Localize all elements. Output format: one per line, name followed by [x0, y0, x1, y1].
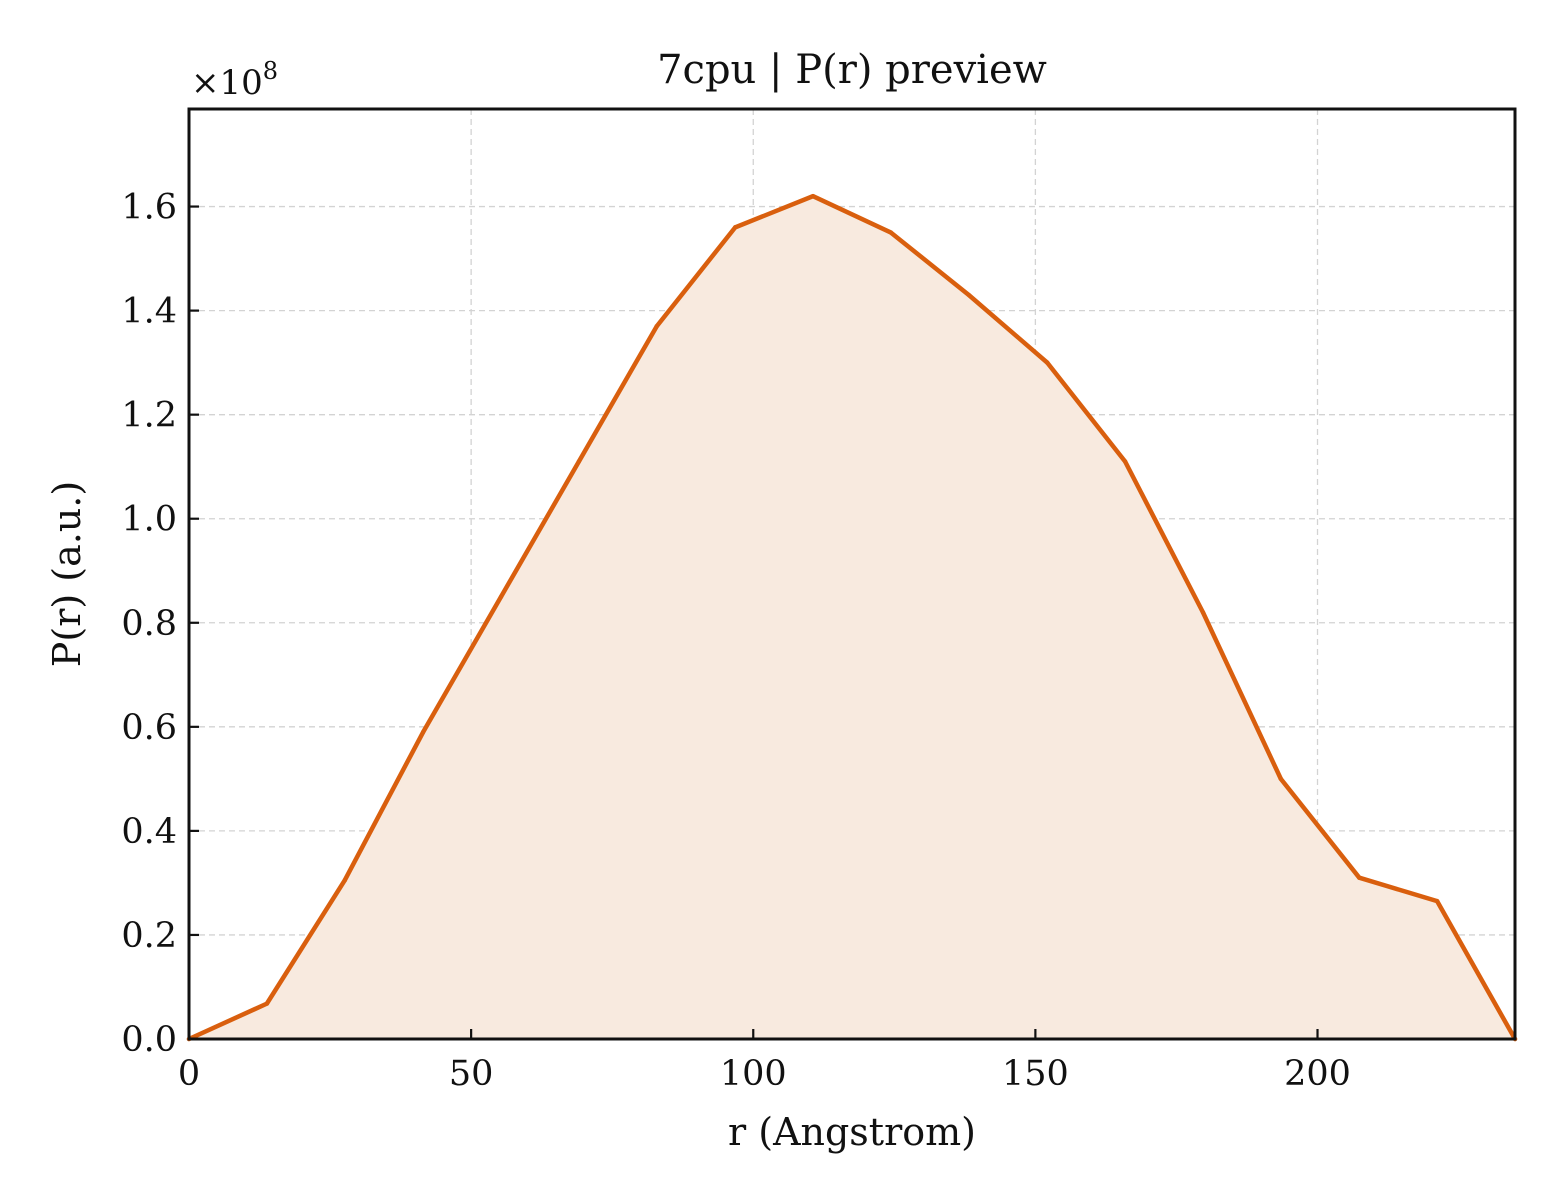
data-point [1434, 898, 1440, 904]
data-series [186, 193, 1518, 1042]
y-tick-label: 1.2 [121, 396, 177, 436]
data-point [966, 292, 972, 298]
y-tick-label: 0.2 [121, 916, 177, 956]
y-tick-label: 1.0 [121, 500, 177, 540]
y-axis-multiplier: ×108 [191, 57, 278, 103]
y-tick-label: 0.4 [121, 812, 177, 852]
x-tick-label: 200 [1284, 1054, 1351, 1094]
data-point [420, 729, 426, 735]
y-tick-label: 1.4 [121, 292, 177, 332]
x-axis-label: r (Angstrom) [728, 1110, 976, 1154]
plot-frame [187, 107, 1517, 1041]
data-point [1122, 459, 1128, 464]
data-point [810, 193, 816, 199]
data-point [1045, 360, 1050, 365]
y-axis-label: P(r) (a.u.) [45, 481, 89, 667]
data-point [1357, 875, 1362, 880]
data-point [732, 225, 738, 230]
x-tick-label: 50 [449, 1054, 494, 1094]
y-tick-labels: 0.0 0.2 0.4 0.6 0.8 1.0 1.2 1.4 1.6 [121, 188, 177, 1060]
chart-title: 7cpu | P(r) preview [657, 47, 1047, 93]
data-point [264, 1001, 270, 1006]
data-point [576, 459, 582, 464]
axis-ticks [187, 205, 1319, 1041]
x-tick-label: 100 [720, 1054, 787, 1094]
data-point [888, 230, 894, 235]
y-multiplier-base: ×10 [191, 63, 263, 103]
data-point [1200, 610, 1206, 615]
series-line [186, 193, 1518, 1042]
series-area-fill [189, 196, 1515, 1039]
x-tick-label: 150 [1002, 1054, 1069, 1094]
data-point [1278, 776, 1284, 782]
x-tick-labels: 0 50 100 150 200 [178, 1054, 1351, 1094]
y-tick-label: 0.8 [121, 604, 177, 644]
data-point [654, 324, 659, 329]
y-multiplier-exponent: 8 [263, 57, 278, 85]
y-tick-label: 0.6 [121, 708, 177, 748]
y-tick-label: 0.0 [121, 1020, 177, 1060]
x-tick-label: 0 [178, 1054, 200, 1094]
y-tick-label: 1.6 [121, 188, 177, 228]
data-point [342, 878, 347, 883]
data-point [498, 594, 504, 599]
